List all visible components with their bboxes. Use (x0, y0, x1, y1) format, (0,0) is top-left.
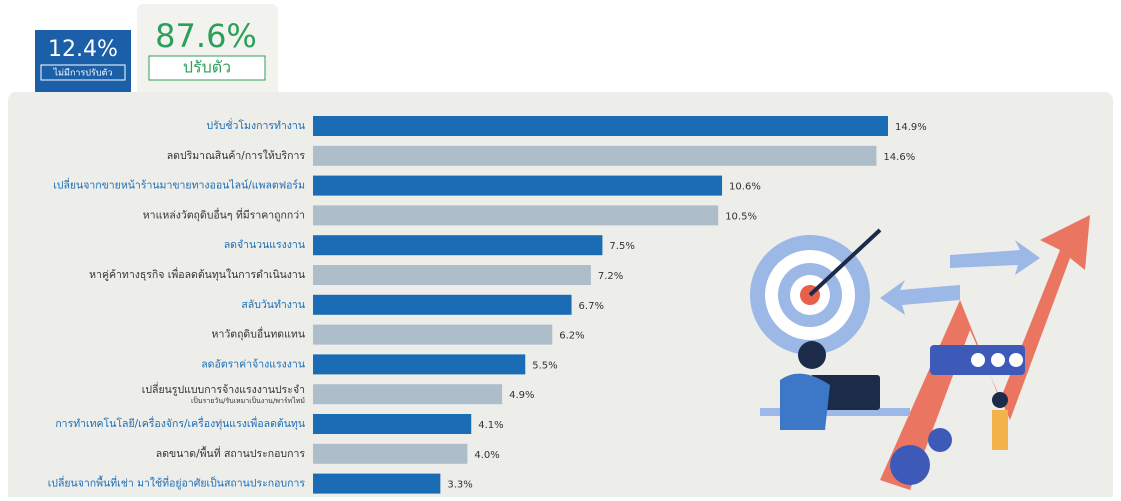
bar (313, 294, 572, 315)
category-label: การทำเทคโนโลยี/เครื่องจักร/เครื่องทุ่นแร… (55, 416, 305, 430)
bar (313, 384, 503, 405)
value-label: 10.6% (729, 182, 761, 193)
value-label: 5.5% (532, 360, 557, 371)
left-label: ไม่มีการปรับตัว (53, 68, 113, 79)
category-label: ลดอัตราค่าจ้างแรงงาน (201, 358, 305, 370)
right-value: 87.6% (155, 17, 257, 55)
left-label-box (40, 64, 126, 81)
bar (313, 414, 472, 434)
category-label: หาวัตถุดิบอื่นทดแทน (212, 327, 305, 341)
category-label: สลับวันทำงาน (241, 299, 305, 311)
category-label: เปลี่ยนจากขายหน้าร้านมาขายทางออนไลน์/แพล… (53, 178, 305, 192)
value-label: 4.0% (474, 450, 499, 461)
category-sublabel: เป็นรายวัน/รับเหมาเป็นงาน/พาร์ทไทม์ (191, 396, 305, 405)
category-label: ลดจำนวนแรงงาน (224, 239, 305, 251)
right-label-box (148, 55, 266, 81)
category-label: ปรับชั่วโมงการทำงาน (206, 118, 305, 132)
value-label: 6.2% (559, 331, 584, 342)
category-label: เปลี่ยนจากพื้นที่เช่า มาใช้ที่อยู่อาศัยเ… (48, 476, 306, 490)
value-label: 6.7% (579, 301, 604, 312)
bar (313, 324, 553, 345)
value-label: 10.5% (725, 211, 757, 222)
value-label: 7.2% (598, 271, 623, 282)
bar (313, 235, 603, 256)
left-box (35, 30, 131, 92)
right-label: ปรับตัว (183, 58, 231, 77)
category-label: เปลี่ยนรูปแบบการจ้างแรงงานประจำ (142, 382, 305, 396)
left-value: 12.4% (48, 37, 118, 62)
bar (313, 116, 888, 136)
category-label: ลดขนาด/พื้นที่ สถานประกอบการ (156, 446, 306, 460)
category-label: ลดปริมาณสินค้า/การให้บริการ (167, 149, 306, 162)
category-label: หาแหล่งวัตถุดิบอื่นๆ ที่มีราคาถูกกว่า (143, 207, 305, 221)
category-label: หาคู่ค้าทางธุรกิจ เพื่อลดต้นทุนในการดำเน… (89, 267, 305, 281)
illustration (750, 215, 1090, 490)
value-label: 4.1% (478, 420, 503, 431)
value-label: 4.9% (509, 390, 534, 401)
bar (313, 175, 723, 196)
bar (313, 354, 526, 375)
bar (313, 265, 591, 285)
bar (313, 145, 877, 166)
bar (313, 473, 441, 494)
value-label: 14.6% (883, 152, 915, 163)
value-label: 3.3% (447, 480, 472, 491)
bar (313, 443, 468, 464)
value-label: 7.5% (609, 241, 634, 252)
bar (313, 205, 719, 226)
value-label: 14.9% (895, 122, 927, 133)
